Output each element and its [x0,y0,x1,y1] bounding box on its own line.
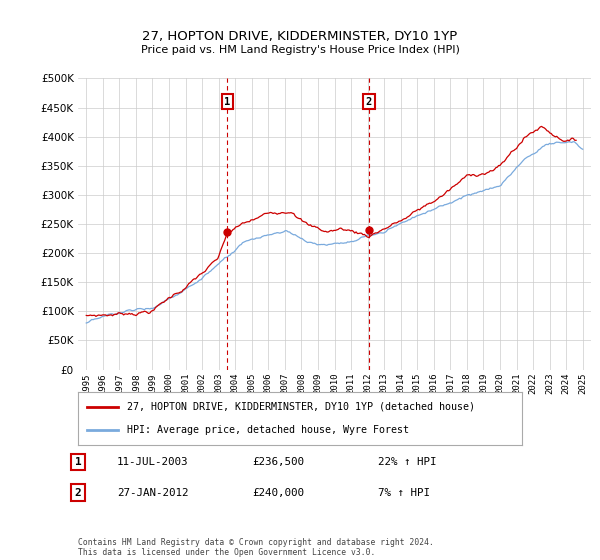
Text: £240,000: £240,000 [252,488,304,498]
Text: 27, HOPTON DRIVE, KIDDERMINSTER, DY10 1YP (detached house): 27, HOPTON DRIVE, KIDDERMINSTER, DY10 1Y… [127,402,475,412]
Text: 1: 1 [74,457,82,467]
Text: HPI: Average price, detached house, Wyre Forest: HPI: Average price, detached house, Wyre… [127,425,409,435]
Text: £236,500: £236,500 [252,457,304,467]
Text: 2: 2 [74,488,82,498]
Text: 2: 2 [366,97,372,107]
Text: 27, HOPTON DRIVE, KIDDERMINSTER, DY10 1YP: 27, HOPTON DRIVE, KIDDERMINSTER, DY10 1Y… [142,30,458,43]
Text: 7% ↑ HPI: 7% ↑ HPI [378,488,430,498]
Text: Price paid vs. HM Land Registry's House Price Index (HPI): Price paid vs. HM Land Registry's House … [140,45,460,55]
Text: 11-JUL-2003: 11-JUL-2003 [117,457,188,467]
Text: 27-JAN-2012: 27-JAN-2012 [117,488,188,498]
Text: 1: 1 [224,97,230,107]
Text: Contains HM Land Registry data © Crown copyright and database right 2024.
This d: Contains HM Land Registry data © Crown c… [78,538,434,557]
Text: 22% ↑ HPI: 22% ↑ HPI [378,457,437,467]
